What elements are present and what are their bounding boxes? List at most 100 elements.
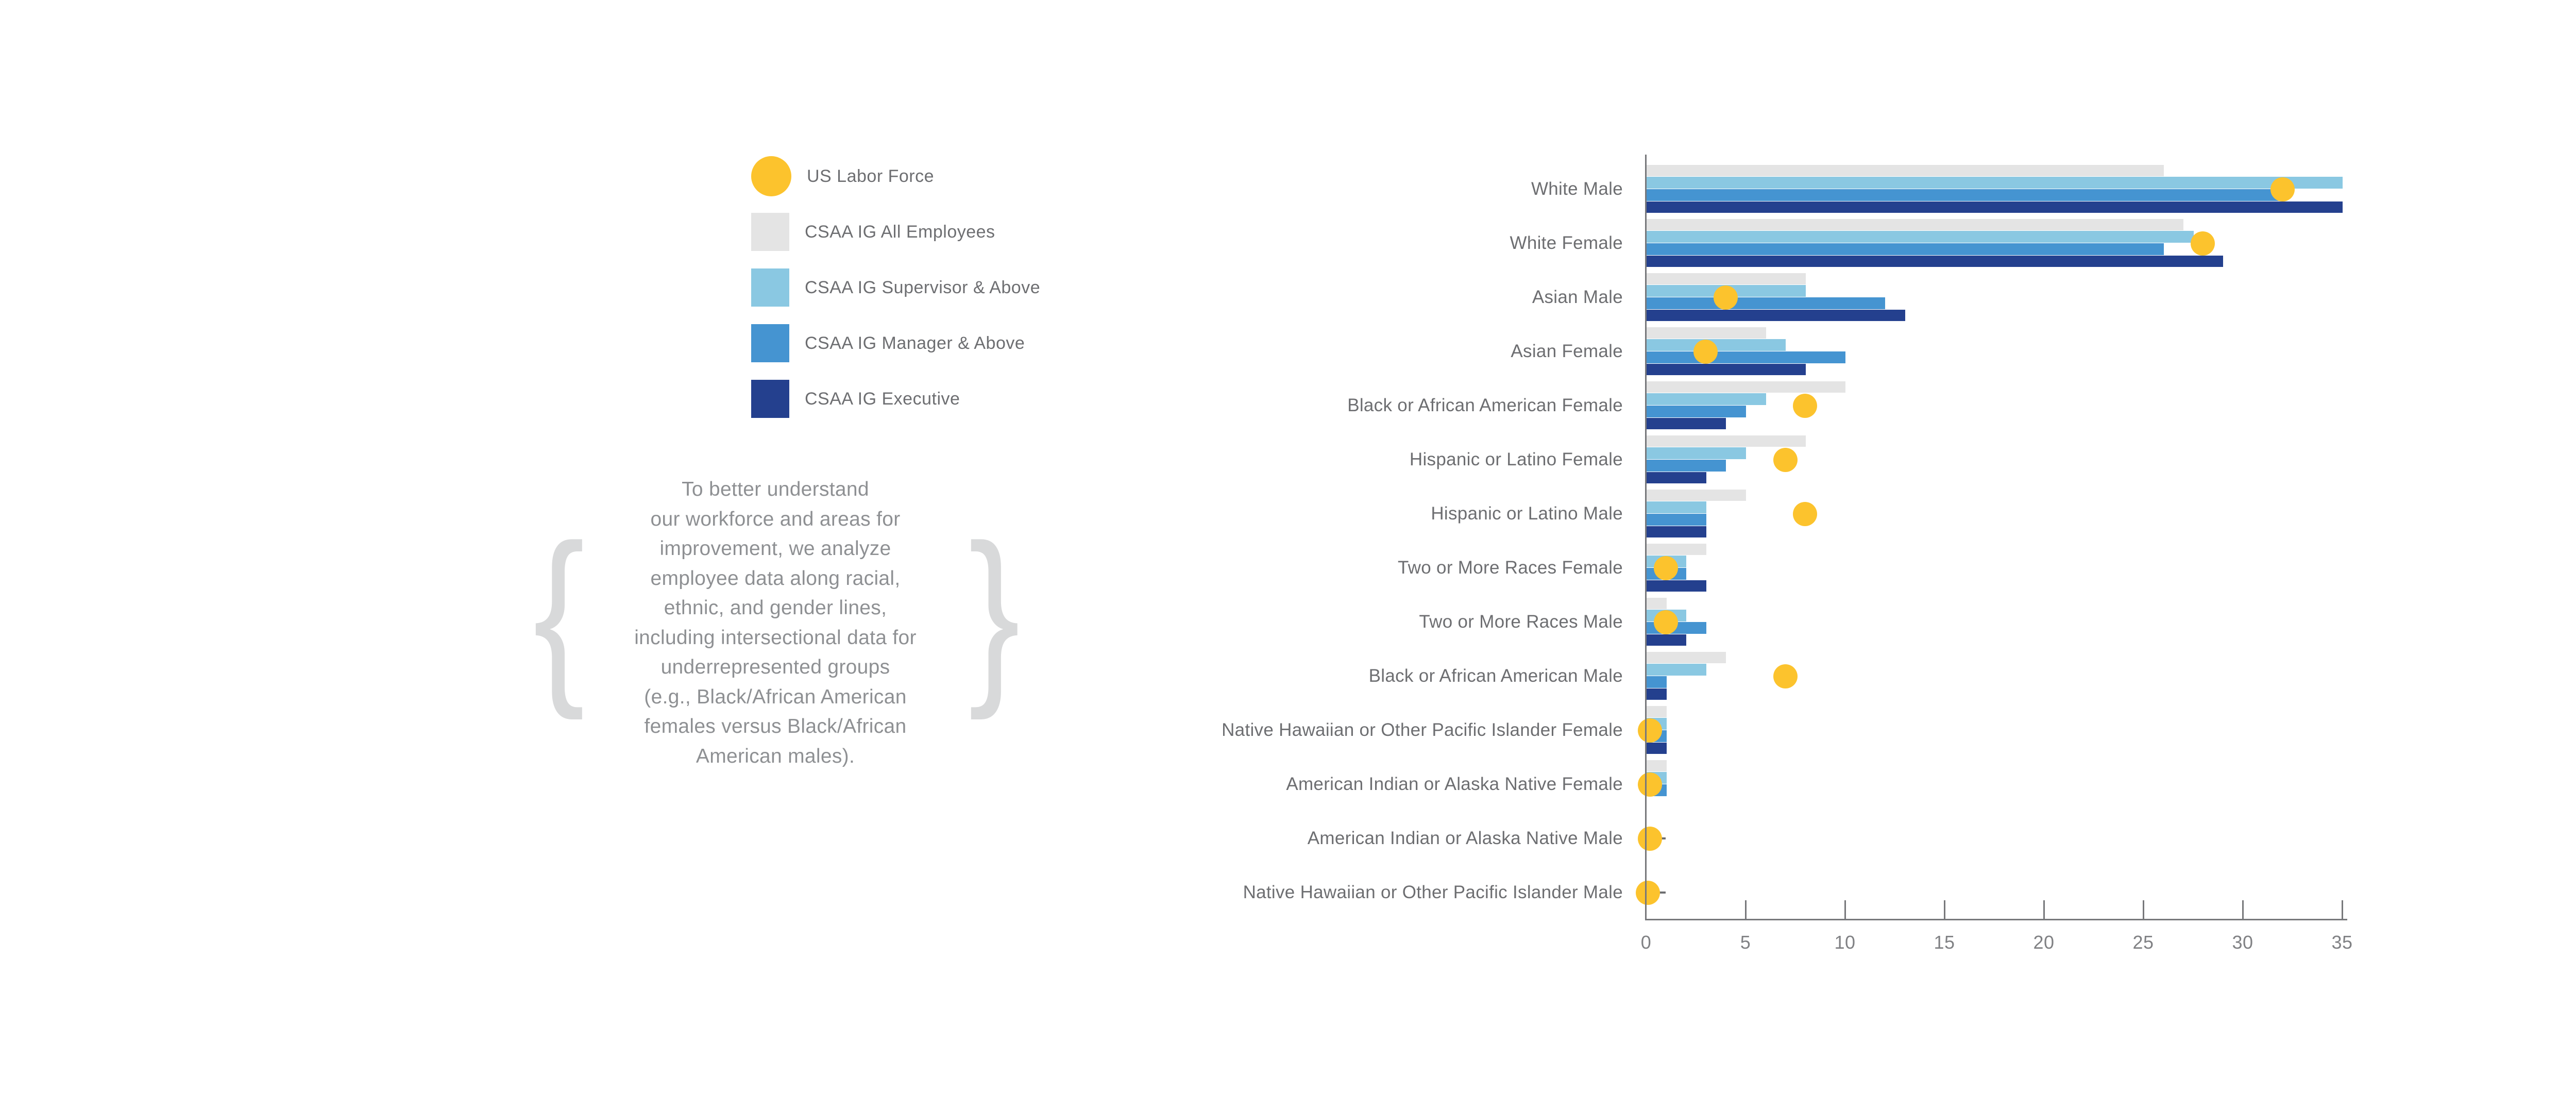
bar-csaa-ig-manager-and-above (1647, 243, 2164, 255)
bar-csaa-ig-all-employees (1647, 164, 2164, 176)
left-brace: { (533, 503, 585, 720)
legend-item-label: CSAA IG Manager & Above (805, 333, 1025, 353)
x-axis-line (1645, 919, 2347, 920)
bar-csaa-ig-all-employees (1647, 489, 1746, 501)
annotation-line: including intersectional data for (634, 626, 917, 649)
category-label: Asian Female (1511, 341, 1623, 361)
x-axis-tick (2342, 900, 2343, 919)
legend-item-label: CSAA IG Executive (805, 389, 960, 409)
legend-item-label: CSAA IG Supervisor & Above (805, 277, 1041, 297)
bar-csaa-ig-all-employees (1647, 435, 1806, 447)
x-axis-tick-label: 30 (2232, 932, 2253, 953)
bar-csaa-ig-supervisor-and-above (1647, 393, 1766, 405)
bar-csaa-ig-all-employees (1647, 651, 1726, 663)
bar-csaa-ig-supervisor-and-above (1647, 501, 1706, 513)
category-label: Native Hawaiian or Other Pacific Islande… (1222, 720, 1623, 740)
x-axis-tick-label: 25 (2132, 932, 2154, 953)
category-label: White Male (1531, 179, 1623, 199)
bar-csaa-ig-manager-and-above (1647, 460, 1726, 472)
bar-csaa-ig-executive (1647, 580, 1706, 592)
no-data-dash (1655, 892, 1666, 894)
annotation-line: ethnic, and gender lines, (664, 597, 887, 619)
bar-csaa-ig-all-employees (1647, 218, 2184, 230)
us-labor-force-dot (1713, 285, 1738, 310)
right-brace: } (968, 503, 1021, 720)
annotation-line: underrepresented groups (660, 656, 890, 678)
annotation-line: our workforce and areas for (650, 508, 901, 530)
category-label: Two or More Races Female (1397, 558, 1623, 578)
bar-csaa-ig-supervisor-and-above (1647, 177, 2343, 189)
category-label: Asian Male (1532, 287, 1623, 307)
legend-square-swatch (751, 268, 789, 307)
bar-csaa-ig-executive (1647, 309, 1905, 322)
x-axis-tick-label: 10 (1834, 932, 1856, 953)
x-axis-tick-label: 0 (1640, 932, 1652, 953)
category-label: Hispanic or Latino Male (1431, 503, 1623, 524)
category-label: American Indian or Alaska Native Male (1307, 828, 1623, 848)
bar-csaa-ig-all-employees (1647, 273, 1806, 284)
bar-csaa-ig-all-employees (1647, 381, 1845, 393)
legend-item-csaa-series: CSAA IG All Employees (751, 211, 995, 253)
legend-square-swatch (751, 324, 789, 362)
bar-csaa-ig-supervisor-and-above (1647, 339, 1786, 351)
bar-csaa-ig-manager-and-above (1647, 351, 1845, 363)
bar-csaa-ig-all-employees (1647, 760, 1667, 771)
bar-csaa-ig-supervisor-and-above (1647, 447, 1746, 459)
bar-csaa-ig-manager-and-above (1647, 189, 2283, 201)
legend-circle-swatch (751, 156, 791, 196)
us-labor-force-dot (2191, 231, 2215, 256)
us-labor-force-dot (1693, 339, 1718, 364)
category-label: American Indian or Alaska Native Female (1286, 774, 1623, 794)
x-axis-tick (2143, 900, 2144, 919)
bar-csaa-ig-all-employees (1647, 327, 1766, 339)
bar-csaa-ig-all-employees (1647, 543, 1706, 555)
x-axis-tick-label: 15 (1934, 932, 1955, 953)
legend-item-csaa-series: CSAA IG Supervisor & Above (751, 267, 1040, 308)
category-label: Black or African American Male (1368, 666, 1623, 686)
us-labor-force-dot (1793, 393, 1818, 418)
legend-item-us-labor-force: US Labor Force (751, 156, 934, 197)
us-labor-force-dot (1638, 826, 1663, 851)
legend-square-swatch (751, 380, 789, 418)
annotation-line: American males). (696, 745, 855, 767)
bar-csaa-ig-executive (1647, 363, 1806, 376)
bar-csaa-ig-manager-and-above (1647, 514, 1706, 526)
x-axis-tick-label: 20 (2033, 932, 2055, 953)
legend-item-csaa-series: CSAA IG Executive (751, 378, 960, 419)
legend-square-swatch (751, 213, 789, 251)
bar-csaa-ig-all-employees (1647, 705, 1667, 717)
us-labor-force-dot (1636, 880, 1660, 905)
annotation-line: employee data along racial, (650, 567, 901, 590)
category-label: Hispanic or Latino Female (1409, 449, 1623, 469)
intersectional-data-note: To better understand our workforce and ar… (611, 475, 940, 771)
bar-csaa-ig-manager-and-above (1647, 406, 1746, 417)
bar-csaa-ig-manager-and-above (1647, 297, 1886, 309)
bar-csaa-ig-executive (1647, 634, 1687, 646)
category-label: Black or African American Female (1347, 395, 1623, 415)
x-axis-tick (2043, 900, 2045, 919)
bar-csaa-ig-executive (1647, 526, 1706, 538)
legend-item-csaa-series: CSAA IG Manager & Above (751, 323, 1025, 364)
annotation-line: To better understand (682, 478, 869, 500)
us-labor-force-dot (1654, 610, 1679, 634)
us-labor-force-dot (1638, 772, 1663, 797)
annotation-line: (e.g., Black/African American (644, 685, 907, 708)
annotation-line: females versus Black/African (644, 715, 907, 737)
bar-csaa-ig-executive (1647, 417, 1726, 430)
x-axis-tick (2242, 900, 2244, 919)
x-axis-tick (1944, 900, 1945, 919)
bar-csaa-ig-executive (1647, 742, 1667, 754)
bar-csaa-ig-manager-and-above (1647, 676, 1667, 688)
us-labor-force-dot (1793, 501, 1818, 526)
us-labor-force-dot (2270, 177, 2295, 201)
x-axis-tick (1844, 900, 1846, 919)
category-label: Two or More Races Male (1419, 612, 1623, 632)
bar-csaa-ig-executive (1647, 255, 2224, 267)
legend-item-label: US Labor Force (807, 166, 934, 186)
bar-csaa-ig-supervisor-and-above (1647, 231, 2194, 243)
bar-csaa-ig-supervisor-and-above (1647, 664, 1706, 676)
bar-csaa-ig-executive (1647, 201, 2343, 213)
us-labor-force-dot (1654, 556, 1679, 580)
category-label: White Female (1510, 233, 1623, 253)
